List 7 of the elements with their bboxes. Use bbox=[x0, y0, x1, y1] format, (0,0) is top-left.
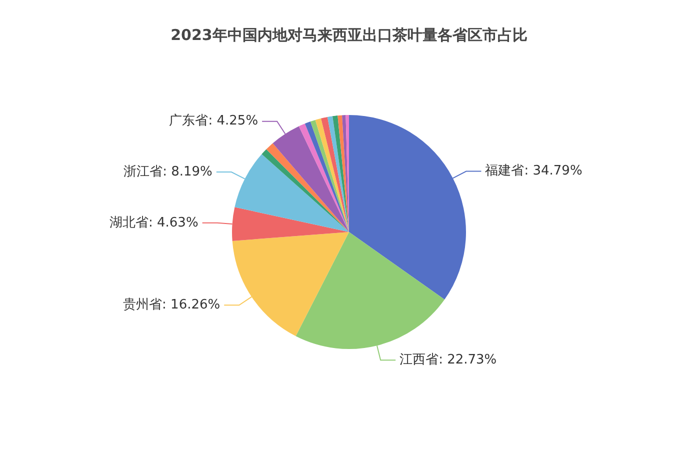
slice-label: 湖北省: 4.63% bbox=[110, 215, 198, 230]
slice-label: 福建省: 34.79% bbox=[485, 164, 582, 179]
slice-label: 贵州省: 16.26% bbox=[123, 298, 220, 313]
slice-label: 广东省: 4.25% bbox=[169, 114, 258, 129]
slice-label: 江西省: 22.73% bbox=[400, 352, 497, 368]
chart-title: 2023年中国内地对马来西亚出口茶叶量各省区市占比 bbox=[170, 26, 528, 44]
slice-label: 浙江省: 8.19% bbox=[124, 164, 212, 180]
